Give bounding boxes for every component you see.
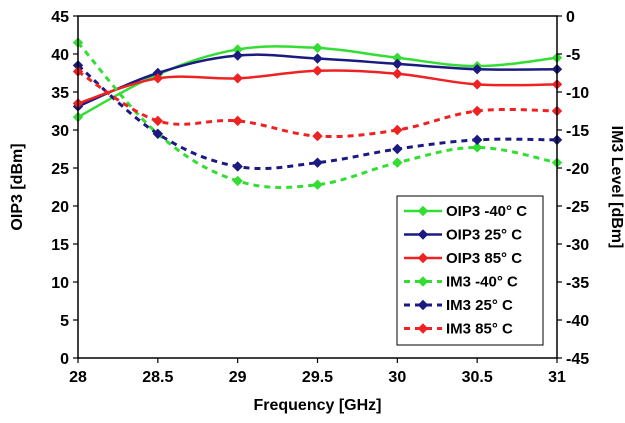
data-point — [232, 161, 243, 172]
x-axis-title: Frequency [GHz] — [253, 397, 381, 414]
data-point — [152, 73, 164, 84]
legend-label: IM3 25° C — [446, 297, 513, 314]
x-tick-label: 29 — [229, 369, 247, 386]
legend-label: IM3 -40° C — [446, 274, 518, 291]
data-point — [471, 105, 483, 117]
y2-tick-label: -30 — [566, 237, 589, 254]
data-point — [232, 73, 243, 84]
data-point — [232, 50, 243, 61]
legend-swatch-marker — [417, 323, 429, 334]
data-point — [312, 157, 323, 168]
y2-tick-label: -20 — [566, 161, 589, 178]
legend-swatch-marker — [417, 299, 429, 311]
legend-label: IM3 85° C — [446, 321, 513, 338]
y-tick-label: 10 — [51, 275, 69, 292]
y2-tick-label: -25 — [566, 199, 589, 216]
y2-tick-label: -40 — [566, 313, 589, 330]
y-tick-label: 25 — [51, 161, 69, 178]
data-point — [312, 42, 323, 54]
y-axis-title: OIP3 [dBm] — [9, 143, 26, 230]
data-point — [392, 58, 403, 70]
legend-swatch-marker — [417, 205, 429, 217]
y2-tick-label: -45 — [566, 351, 589, 368]
x-tick-label: 30 — [388, 369, 406, 386]
data-point — [312, 65, 323, 76]
data-point — [152, 115, 164, 127]
legend-entry: OIP3 -40° C — [404, 203, 527, 220]
data-point — [312, 53, 323, 64]
legend-box — [396, 195, 544, 346]
legend-label: OIP3 25° C — [446, 227, 522, 244]
y2-tick-label: -15 — [566, 123, 589, 140]
y-tick-label: 0 — [60, 351, 69, 368]
x-tick-label: 28.5 — [142, 369, 173, 386]
y-tick-label: 15 — [51, 237, 69, 254]
x-tick-label: 29.5 — [302, 369, 333, 386]
legend-entry: OIP3 25° C — [404, 227, 522, 244]
y2-tick-label: 0 — [566, 9, 575, 26]
legend-swatch-marker — [417, 252, 429, 264]
y-tick-label: 35 — [51, 85, 69, 102]
legend: OIP3 -40° C OIP3 25° C OIP3 85° C IM3 -40° … — [396, 195, 544, 346]
y-tick-label: 5 — [60, 313, 69, 330]
data-point — [152, 128, 164, 140]
axes: 28 28.5 29 29.5 30 30.5 31 0 5 10 15 20 25 30 35 40 45 -4… — [51, 9, 589, 386]
y-tick-label: 20 — [51, 199, 69, 216]
legend-label: OIP3 85° C — [446, 250, 522, 267]
legend-swatch-marker — [417, 276, 429, 287]
plot-area — [72, 37, 563, 190]
legend-entry: IM3 25° C — [404, 297, 513, 314]
y2-axis-title: IM3 Level [dBm] — [608, 126, 625, 249]
data-point — [232, 115, 243, 127]
y2-tick-label: -35 — [566, 275, 589, 292]
y2-tick-label: -5 — [566, 47, 580, 64]
legend-swatch-marker — [417, 229, 429, 240]
data-point — [471, 79, 483, 90]
series-5 — [72, 60, 563, 172]
data-point — [232, 175, 243, 187]
x-tick-label: 28 — [69, 369, 87, 386]
y2-tick-label: -10 — [566, 85, 589, 102]
legend-entry: OIP3 85° C — [404, 250, 522, 267]
legend-label: OIP3 -40° C — [446, 203, 527, 220]
series-line — [76, 41, 558, 189]
data-point — [471, 134, 483, 146]
data-point — [312, 179, 323, 190]
data-point — [392, 124, 403, 136]
data-point — [392, 143, 403, 155]
series-2 — [72, 50, 563, 112]
data-point — [392, 157, 403, 168]
x-tick-label: 30.5 — [462, 369, 493, 386]
series-3 — [72, 65, 563, 109]
x-tick-label: 31 — [548, 369, 566, 386]
data-point — [392, 68, 403, 79]
legend-entry: IM3 -40° C — [404, 274, 518, 291]
data-point — [471, 63, 483, 75]
y-tick-label: 45 — [51, 9, 69, 26]
legend-entry: IM3 85° C — [404, 321, 513, 338]
data-point — [471, 142, 483, 153]
data-point — [312, 130, 323, 142]
y-tick-label: 40 — [51, 47, 69, 64]
y-tick-label: 30 — [51, 123, 69, 140]
